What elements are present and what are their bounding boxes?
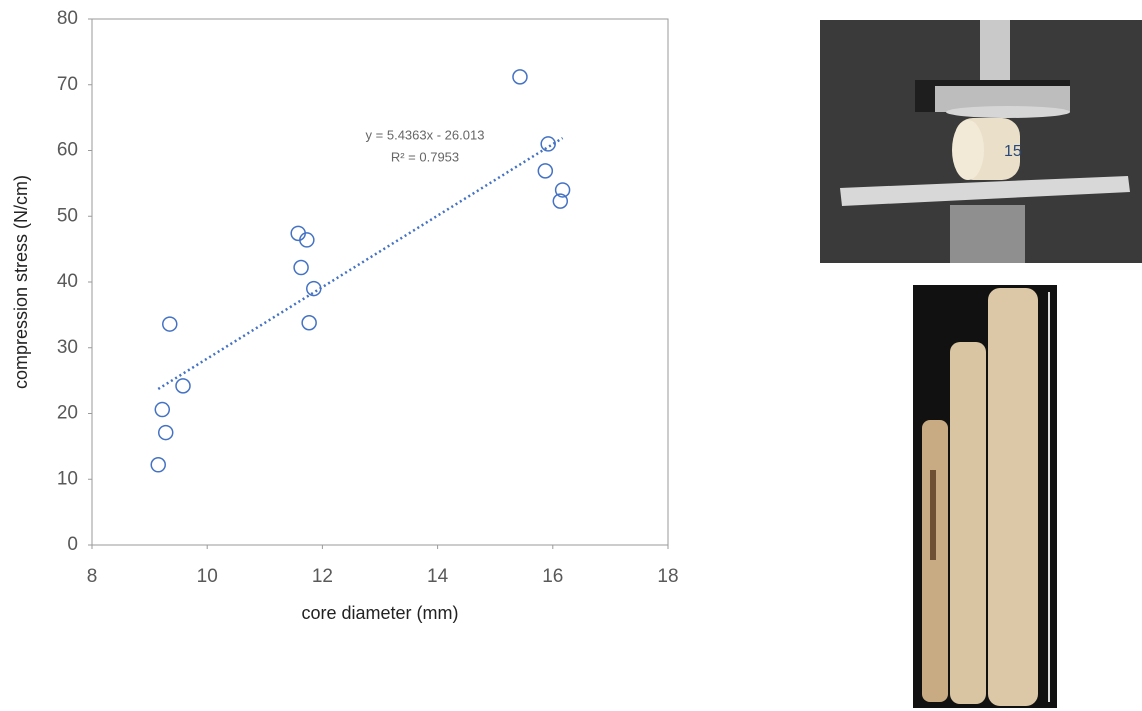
x-tick-label: 12 [312,566,333,587]
data-point [154,401,171,418]
plot-area: 0 10 20 30 40 50 60 70 80 8 10 12 14 16 18 core diamete… [11,8,679,623]
y-tick-label: 70 [57,74,78,95]
y-tick-label: 60 [57,140,78,161]
data-point [552,193,569,209]
trendline-equation: y = 5.4363x - 26.013 [366,127,485,142]
plot-frame [91,18,669,546]
y-tick-label: 30 [57,337,78,358]
photo-cores [913,285,1057,708]
x-tick-label: 10 [197,566,218,587]
data-point [293,259,309,276]
specimen-label: 15 [1004,143,1022,160]
photo-compression-test [820,20,1142,263]
data-point [540,136,556,152]
x-tick-label: 14 [427,566,449,587]
y-tick-label: 20 [57,403,78,424]
data-point [512,69,528,85]
data-point [306,280,322,297]
x-tick-label: 18 [657,566,678,587]
data-point [301,315,317,331]
x-tick-label: 16 [542,566,563,587]
y-tick-label: 50 [57,205,78,226]
trendline-r2: R² = 0.7953 [391,149,459,164]
data-point [299,232,315,248]
data-point [157,424,174,441]
x-axis-title: core diameter (mm) [301,603,458,623]
data-point [175,378,191,394]
x-tick-label: 8 [87,566,98,587]
data-point [162,316,178,332]
y-tick-label: 40 [57,271,78,292]
y-tick-label: 80 [57,8,78,29]
y-tick-label: 0 [67,534,78,555]
data-point [150,457,166,473]
trendline [157,136,564,391]
data-point [537,163,554,179]
y-tick-label: 10 [57,468,78,489]
data-point [554,182,571,198]
y-axis-title: compression stress (N/cm) [11,175,31,389]
